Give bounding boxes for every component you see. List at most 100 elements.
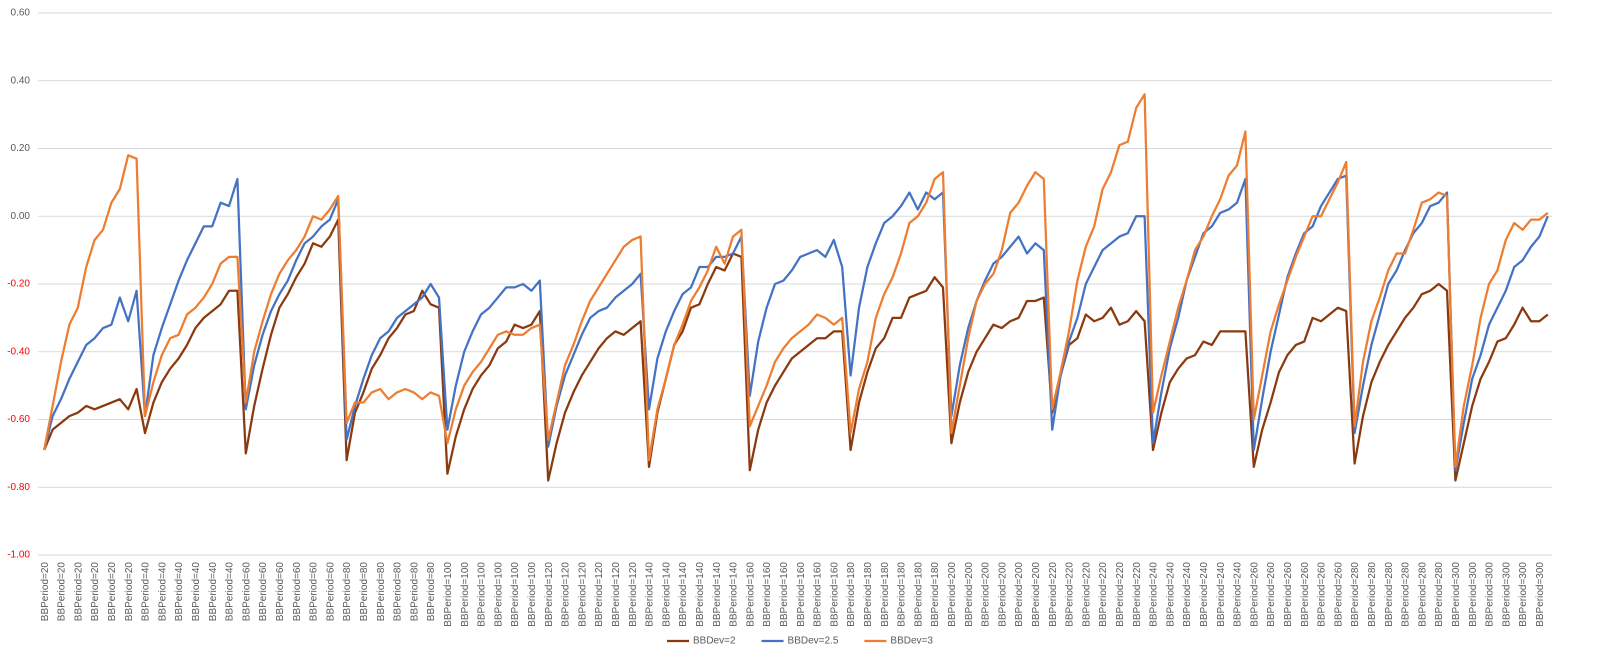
line-series — [43, 174, 1549, 472]
x-tick-label: BBPeriod=220 — [1048, 562, 1059, 627]
y-tick-label: -0.40 — [7, 346, 30, 357]
x-tick-label: BBPeriod=280 — [1417, 562, 1428, 627]
x-tick-label: BBPeriod=280 — [1384, 562, 1395, 627]
x-tick-label: BBPeriod=260 — [1300, 562, 1311, 627]
x-tick-label: BBPeriod=140 — [645, 562, 656, 627]
legend-item: BBDev=2 — [667, 636, 736, 647]
x-tick-label: BBPeriod=60 — [309, 562, 320, 622]
y-tick-label: -0.20 — [7, 279, 30, 290]
legend-item: BBDev=2.5 — [761, 636, 839, 647]
x-tick-label: BBPeriod=40 — [208, 562, 219, 622]
x-tick-label: BBPeriod=20 — [107, 562, 118, 622]
x-tick-label: BBPeriod=60 — [325, 562, 336, 622]
x-tick-label: BBPeriod=140 — [712, 562, 723, 627]
x-tick-label: BBPeriod=80 — [426, 562, 437, 622]
x-tick-label: BBPeriod=200 — [947, 562, 958, 627]
x-tick-label: BBPeriod=100 — [443, 562, 454, 627]
x-tick-label: BBPeriod=200 — [997, 562, 1008, 627]
x-tick-label: BBPeriod=300 — [1468, 562, 1479, 627]
x-tick-label: BBPeriod=260 — [1283, 562, 1294, 627]
x-tick-label: BBPeriod=100 — [510, 562, 521, 627]
x-tick-label: BBPeriod=240 — [1199, 562, 1210, 627]
y-tick-label: -0.80 — [7, 482, 30, 493]
x-tick-label: BBPeriod=40 — [141, 562, 152, 622]
x-tick-label: BBPeriod=260 — [1333, 562, 1344, 627]
x-tick-label: BBPeriod=280 — [1401, 562, 1412, 627]
x-tick-label: BBPeriod=300 — [1485, 562, 1496, 627]
x-tick-label: BBPeriod=120 — [611, 562, 622, 627]
x-tick-label: BBPeriod=180 — [930, 562, 941, 627]
x-tick-label: BBPeriod=280 — [1434, 562, 1445, 627]
x-tick-label: BBPeriod=60 — [292, 562, 303, 622]
x-tick-label: BBPeriod=20 — [40, 562, 51, 622]
x-tick-label: BBPeriod=220 — [1081, 562, 1092, 627]
x-tick-label: BBPeriod=300 — [1518, 562, 1529, 627]
x-tick-label: BBPeriod=200 — [981, 562, 992, 627]
y-tick-label: -1.00 — [7, 550, 30, 561]
x-tick-label: BBPeriod=120 — [561, 562, 572, 627]
x-tick-label: BBPeriod=160 — [796, 562, 807, 627]
y-tick-label: 0.60 — [11, 8, 31, 19]
x-tick-label: BBPeriod=140 — [678, 562, 689, 627]
x-tick-label: BBPeriod=40 — [157, 562, 168, 622]
x-tick-label: BBPeriod=120 — [544, 562, 555, 627]
x-tick-label: BBPeriod=20 — [57, 562, 68, 622]
x-tick-label: BBPeriod=100 — [527, 562, 538, 627]
x-tick-label: BBPeriod=240 — [1233, 562, 1244, 627]
x-tick-label: BBPeriod=140 — [695, 562, 706, 627]
line-series — [43, 93, 1549, 469]
x-tick-label: BBPeriod=280 — [1367, 562, 1378, 627]
x-tick-label: BBPeriod=180 — [913, 562, 924, 627]
line-series — [43, 218, 1549, 482]
x-tick-label: BBPeriod=180 — [880, 562, 891, 627]
x-tick-label: BBPeriod=180 — [897, 562, 908, 627]
x-tick-label: BBPeriod=160 — [829, 562, 840, 627]
x-tick-label: BBPeriod=220 — [1098, 562, 1109, 627]
x-tick-label: BBPeriod=20 — [124, 562, 135, 622]
x-tick-label: BBPeriod=80 — [376, 562, 387, 622]
x-tick-label: BBPeriod=260 — [1317, 562, 1328, 627]
x-tick-label: BBPeriod=40 — [174, 562, 185, 622]
x-tick-label: BBPeriod=60 — [275, 562, 286, 622]
x-tick-label: BBPeriod=260 — [1249, 562, 1260, 627]
legend: BBDev=2 BBDev=2.5 BBDev=3 — [667, 636, 933, 647]
x-tick-label: BBPeriod=260 — [1266, 562, 1277, 627]
x-tick-label: BBPeriod=100 — [460, 562, 471, 627]
x-tick-label: BBPeriod=60 — [241, 562, 252, 622]
legend-label: BBDev=2 — [693, 636, 736, 647]
x-tick-label: BBPeriod=20 — [90, 562, 101, 622]
x-tick-label: BBPeriod=120 — [577, 562, 588, 627]
x-tick-label: BBPeriod=240 — [1216, 562, 1227, 627]
x-tick-label: BBPeriod=160 — [762, 562, 773, 627]
x-tick-label: BBPeriod=240 — [1149, 562, 1160, 627]
y-tick-label: 0.00 — [11, 211, 31, 222]
x-tick-label: BBPeriod=300 — [1451, 562, 1462, 627]
x-tick-label: BBPeriod=220 — [1065, 562, 1076, 627]
x-tick-label: BBPeriod=40 — [225, 562, 236, 622]
x-tick-label: BBPeriod=80 — [393, 562, 404, 622]
x-tick-label: BBPeriod=160 — [779, 562, 790, 627]
x-tick-label: BBPeriod=300 — [1501, 562, 1512, 627]
x-tick-label: BBPeriod=120 — [628, 562, 639, 627]
x-tick-label: BBPeriod=140 — [729, 562, 740, 627]
x-tick-label: BBPeriod=20 — [73, 562, 84, 622]
x-tick-label: BBPeriod=80 — [359, 562, 370, 622]
legend-label: BBDev=2.5 — [788, 636, 839, 647]
x-tick-label: BBPeriod=120 — [594, 562, 605, 627]
x-tick-label: BBPeriod=280 — [1350, 562, 1361, 627]
x-tick-label: BBPeriod=180 — [863, 562, 874, 627]
y-tick-label: 0.40 — [11, 75, 31, 86]
x-tick-label: BBPeriod=240 — [1182, 562, 1193, 627]
legend-label: BBDev=3 — [890, 636, 933, 647]
x-tick-label: BBPeriod=40 — [191, 562, 202, 622]
x-tick-label: BBPeriod=80 — [409, 562, 420, 622]
x-tick-label: BBPeriod=180 — [846, 562, 857, 627]
y-tick-label: -0.60 — [7, 414, 30, 425]
x-tick-label: BBPeriod=200 — [964, 562, 975, 627]
x-tick-label: BBPeriod=100 — [493, 562, 504, 627]
x-tick-label: BBPeriod=60 — [258, 562, 269, 622]
x-tick-label: BBPeriod=200 — [1014, 562, 1025, 627]
x-tick-label: BBPeriod=100 — [477, 562, 488, 627]
